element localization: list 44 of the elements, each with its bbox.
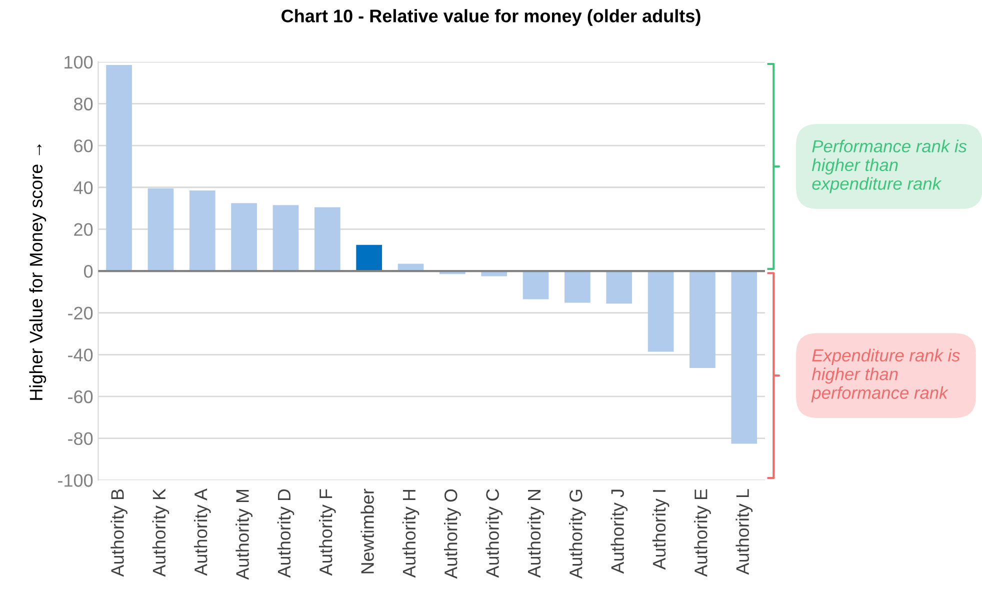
y-tick-label: -80 <box>68 432 93 446</box>
x-tick-label: Authority G <box>569 490 586 579</box>
y-tick-label: -40 <box>68 348 93 362</box>
x-tick-label: Authority H <box>402 490 420 578</box>
x-tick-label: Authority M <box>236 490 252 580</box>
bar <box>314 207 340 272</box>
y-tick-label: -100 <box>58 474 93 487</box>
bar <box>356 244 382 272</box>
chart-title: Chart 10 - Relative value for money (older adults) <box>282 9 700 26</box>
x-tick-label: Authority D <box>277 489 294 578</box>
bar <box>564 271 590 303</box>
bar <box>648 271 674 352</box>
y-axis-title: Higher Value for Money score → <box>29 144 46 400</box>
bar <box>148 188 174 272</box>
bar <box>272 205 299 272</box>
text: Expenditure rank is higher than performance rank <box>811 348 960 402</box>
x-tick-label: Authority N <box>527 490 544 578</box>
bar <box>522 271 549 300</box>
bar <box>231 203 257 272</box>
bar <box>690 271 716 368</box>
x-tick-label: Authority O <box>444 489 461 579</box>
text: Performance rank is higher than expenditure rank <box>812 140 967 194</box>
bar <box>106 65 132 272</box>
x-tick-label: Authority J <box>610 490 628 574</box>
x-tick-label: Authority A <box>194 488 211 576</box>
y-tick-label: 40 <box>74 181 93 194</box>
x-tick-label: Authority L <box>736 489 753 575</box>
y-tick-label: 60 <box>74 139 93 152</box>
bar <box>731 271 758 444</box>
y-tick-label: 80 <box>74 98 93 110</box>
x-tick-label: Newtimber <box>360 488 374 574</box>
bar <box>189 190 216 272</box>
y-tick-label: 100 <box>64 56 93 69</box>
x-tick-label: Authority E <box>694 489 711 577</box>
y-tick-label: 20 <box>74 223 93 236</box>
y-tick-label: -60 <box>68 390 93 404</box>
x-tick-label: Authority C <box>486 489 503 578</box>
y-tick-label: 0 <box>84 264 93 278</box>
bar <box>606 271 632 304</box>
x-tick-label: Authority I <box>652 490 670 570</box>
x-tick-label: Authority B <box>110 489 128 577</box>
x-tick-label: Authority F <box>318 489 336 576</box>
y-tick-label: -20 <box>68 306 93 320</box>
x-tick-label: Authority K <box>152 488 170 577</box>
